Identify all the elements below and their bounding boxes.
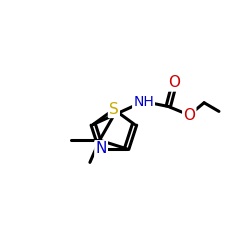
Text: N: N xyxy=(96,141,107,156)
Text: NH: NH xyxy=(133,94,154,108)
Text: O: O xyxy=(168,76,180,90)
Text: O: O xyxy=(183,108,195,122)
Text: S: S xyxy=(109,102,119,117)
